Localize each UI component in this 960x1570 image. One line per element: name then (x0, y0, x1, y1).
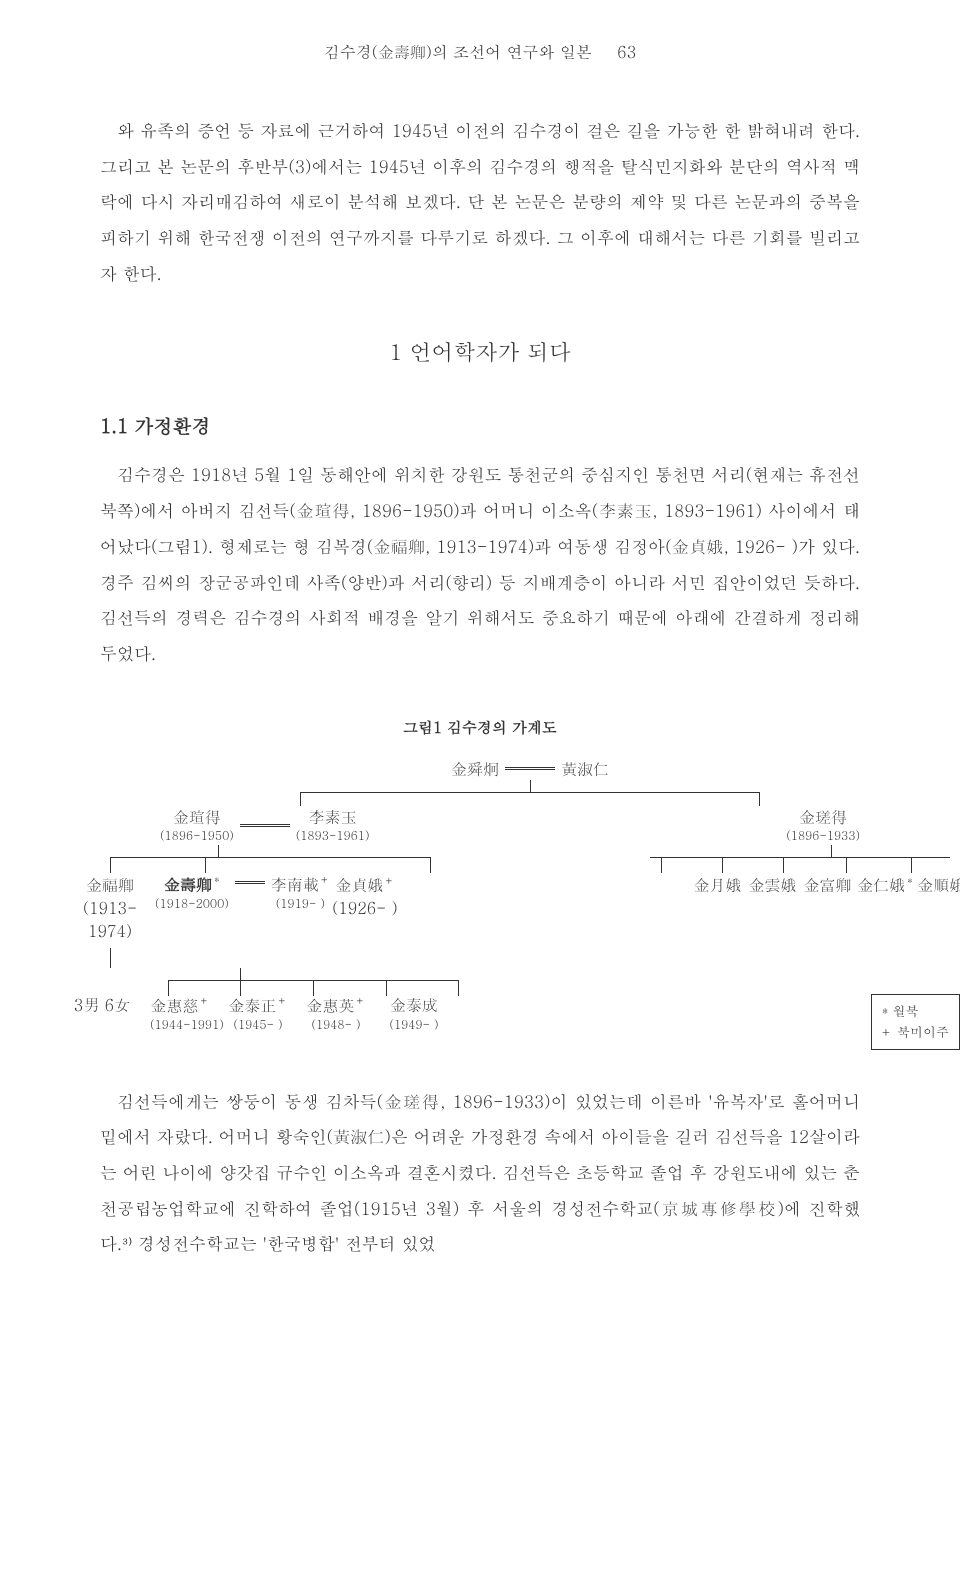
gen1-father: 金舜炯 (451, 758, 499, 780)
gen2-father-name: 金瑄得 (160, 806, 234, 828)
family-tree: 그림1 김수경의 가계도 金舜炯 黃淑仁 金瑄得 (1896-1950) (100, 717, 860, 1034)
gen3-r2: 金雲娥 (745, 873, 800, 968)
couple-line (240, 824, 290, 827)
para1-text: 와 유족의 증언 등 자료에 근거하여 1945년 이전의 김수경이 걸은 길을… (100, 113, 860, 291)
tree-title: 그림1 김수경의 가계도 (100, 717, 860, 738)
gen3-r5: 金順娥* (915, 873, 960, 968)
gen4-c4-dates: (1949- ) (384, 1017, 444, 1034)
tree-diagram: 金舜炯 黃淑仁 金瑄得 (1896-1950) 李素玉 (1893-1961) (100, 758, 960, 1034)
gen4-c1: 金惠慈+ (1944-1991) (150, 994, 210, 1034)
gen4-c4: 金泰成 (1949- ) (384, 994, 444, 1033)
gen4-c2-dates: (1945- ) (228, 1017, 288, 1034)
gen4-c3: 金惠英+ (1948- ) (306, 994, 366, 1034)
gen3-main-couple: 金壽卿* (1918-2000) 李南載+ (1919- ) (155, 873, 330, 968)
gen3-r1: 金月娥 (690, 873, 745, 968)
section-heading: 1.1 가정환경 (100, 412, 860, 439)
gen4-c1-name: 金惠慈+ (150, 994, 210, 1017)
gen2-mother-name: 李素玉 (296, 806, 370, 828)
gen3-p3-dates: (1926- ) (330, 896, 400, 919)
chapter-heading: 1 언어학자가 되다 (100, 336, 860, 367)
gen4-c3-dates: (1948- ) (306, 1017, 366, 1034)
couple-line (235, 881, 265, 884)
gen2-father-dates: (1896-1950) (160, 828, 234, 845)
paragraph-1: 와 유족의 증언 등 자료에 근거하여 1945년 이전의 김수경이 걸은 길을… (100, 113, 860, 291)
gen4-c4-name: 金泰成 (384, 994, 444, 1016)
gen4-c3-name: 金惠英+ (306, 994, 366, 1017)
gen1-mother: 黃淑仁 (561, 758, 609, 780)
gen3-p2spouse-name: 李南載+ (271, 873, 330, 896)
gen3-row: 金福卿 (1913-1974) 金壽卿* (1918-2000) 李南載+ (1… (100, 873, 960, 968)
gen2-uncle-dates: (1896-1933) (786, 828, 860, 845)
page-number: 63 (617, 40, 636, 63)
gen3-p2-dates: (1918-2000) (155, 896, 229, 913)
para3-text: 김선득에게는 쌍둥이 동생 김차득(金瑳得, 1896-1933)이 있었는데 … (100, 1084, 860, 1262)
gen3-r3: 金富卿 (800, 873, 855, 968)
gen3-p1: 金福卿 (1913-1974) (75, 873, 145, 968)
gen3-p2: 金壽卿* (1918-2000) (155, 873, 229, 913)
gen4-c1-dates: (1944-1991) (150, 1017, 210, 1034)
gen3-p2-name: 金壽卿* (155, 873, 229, 896)
gen2-father: 金瑄得 (1896-1950) (160, 806, 234, 845)
gen4-row: 3男 6女 金惠慈+ (1944-1991) 金泰正+ (1945- ) 金惠英… (72, 994, 960, 1034)
gen4-c2-name: 金泰正+ (228, 994, 288, 1017)
gen4-c0: 3男 6女 (72, 994, 132, 1016)
header-title: 김수경(金壽卿)의 조선어 연구와 일본 (324, 40, 592, 63)
gen3-r4: 金仁娥* (855, 873, 915, 968)
page-header: 김수경(金壽卿)의 조선어 연구와 일본 63 (100, 40, 860, 63)
connector-2-3 (100, 845, 960, 873)
paragraph-3: 김선득에게는 쌍둥이 동생 김차득(金瑳得, 1896-1933)이 있었는데 … (100, 1084, 860, 1262)
gen2-uncle-name: 金瑳得 (786, 806, 860, 828)
gen3-p2spouse-dates: (1919- ) (271, 896, 330, 913)
gen3-p1-name: 金福卿 (75, 873, 145, 896)
gen2-uncle: 金瑳得 (1896-1933) (786, 806, 860, 845)
gen3-p3-name: 金貞娥+ (330, 873, 400, 896)
gen2-mother: 李素玉 (1893-1961) (296, 806, 370, 845)
couple-line (505, 767, 555, 770)
connector-3-4 (168, 968, 488, 994)
paragraph-2: 김수경은 1918년 5월 1일 동해안에 위치한 강원도 통천군의 중심지인 … (100, 457, 860, 671)
gen3-p3: 金貞娥+ (1926- ) (330, 873, 400, 968)
gen1-row: 金舜炯 黃淑仁 (100, 758, 960, 780)
gen2-mother-dates: (1893-1961) (296, 828, 370, 845)
gen2-left-couple: 金瑄得 (1896-1950) 李素玉 (1893-1961) (160, 806, 369, 845)
gen3-p2spouse: 李南載+ (1919- ) (271, 873, 330, 913)
para2-text: 김수경은 1918년 5월 1일 동해안에 위치한 강원도 통천군의 중심지인 … (100, 457, 860, 671)
gen3-p1-dates: (1913-1974) (75, 896, 145, 942)
connector-1-2 (280, 780, 780, 806)
gen2-row: 金瑄得 (1896-1950) 李素玉 (1893-1961) 金瑳得 (189… (210, 806, 850, 845)
gen4-c2: 金泰正+ (1945- ) (228, 994, 288, 1034)
